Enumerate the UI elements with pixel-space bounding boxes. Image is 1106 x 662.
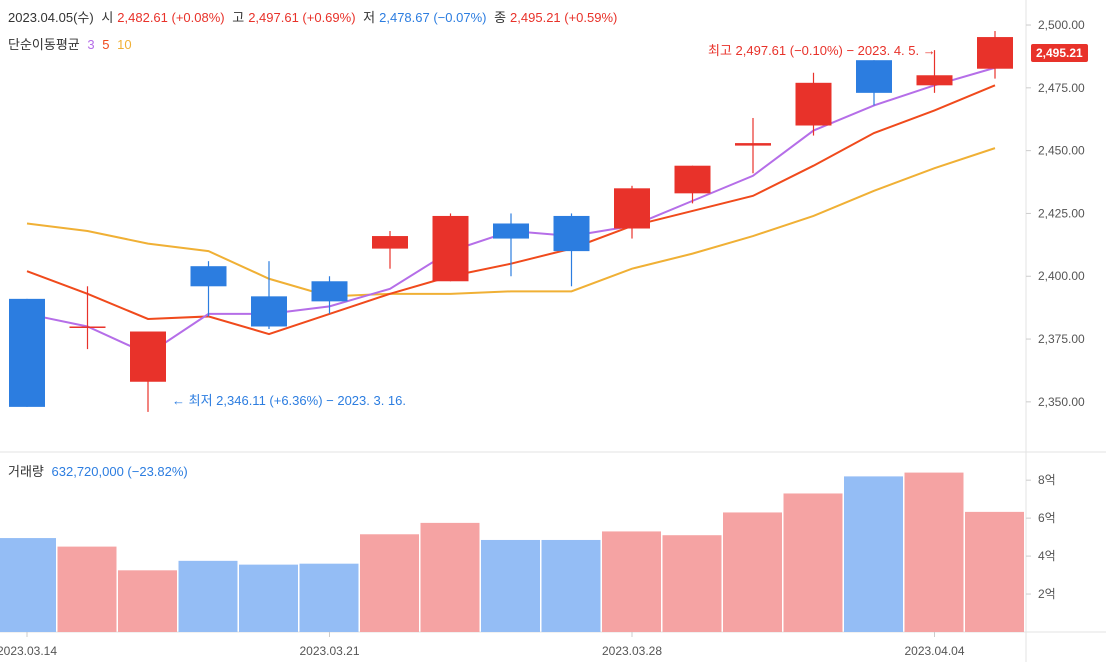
candle-body bbox=[372, 236, 408, 249]
volume-bar bbox=[481, 539, 540, 632]
volume-bar bbox=[541, 539, 601, 632]
candle-body bbox=[856, 60, 892, 93]
candle-body bbox=[977, 37, 1013, 69]
x-tick-label: 2023.03.14 bbox=[0, 644, 57, 658]
low-annotation: ← 최저 2,346.11 (+6.36%) − 2023. 3. 16. bbox=[172, 390, 406, 409]
ma3-line bbox=[26, 66, 996, 356]
candle-body bbox=[311, 281, 348, 302]
high-annotation: 최고 2,497.61 (−0.10%) − 2023. 4. 5. → bbox=[708, 40, 936, 59]
ma5-legend: 5 bbox=[102, 37, 110, 52]
volume-legend: 거래량 632,720,000 (−23.82%) bbox=[8, 461, 192, 480]
last-price-tag: 2,495.21 bbox=[1031, 44, 1088, 62]
candle-body bbox=[674, 165, 711, 194]
candles bbox=[9, 31, 1013, 412]
candle-body bbox=[795, 82, 832, 126]
candle-body bbox=[130, 331, 166, 382]
candle-body bbox=[735, 143, 771, 146]
header-date: 2023.04.05(수) bbox=[8, 10, 94, 25]
volume-tick-label: 6억 bbox=[1038, 511, 1056, 525]
ma10-line bbox=[26, 147, 996, 298]
volume-tick-label: 8억 bbox=[1038, 473, 1056, 487]
candle-body bbox=[251, 296, 287, 327]
x-axis: 2023.03.14 2023.03.21 2023.03.28 2023.04.04 bbox=[0, 632, 965, 658]
volume-tick-label: 4억 bbox=[1038, 549, 1056, 563]
close-value: 2,495.21 (+0.59%) bbox=[510, 10, 618, 25]
volume-value: 632,720,000 (−23.82%) bbox=[51, 464, 188, 479]
volume-bar bbox=[602, 531, 661, 632]
price-tick-label: 2,400.00 bbox=[1038, 269, 1085, 283]
candle-body bbox=[553, 215, 590, 252]
open-label: 시 bbox=[101, 10, 114, 25]
volume-bar bbox=[783, 493, 843, 632]
volume-axis: 2억 4억 6억 8억 bbox=[1026, 473, 1056, 601]
volume-bar bbox=[844, 476, 903, 632]
ma-legend-label: 단순이동평균 bbox=[8, 37, 80, 52]
price-axis: 2,350.00 2,375.00 2,400.00 2,425.00 2,450.00… bbox=[1026, 18, 1085, 409]
candle-body bbox=[9, 298, 45, 407]
candle-body bbox=[614, 188, 650, 229]
volume-bar bbox=[0, 538, 56, 632]
volume-bar bbox=[904, 472, 964, 632]
close-label: 종 bbox=[494, 10, 507, 25]
low-annotation-text: 최저 2,346.11 (+6.36%) − 2023. 3. 16. bbox=[188, 393, 407, 408]
price-tick-label: 2,500.00 bbox=[1038, 18, 1085, 32]
x-tick-label: 2023.03.28 bbox=[602, 644, 662, 658]
candle-body bbox=[69, 326, 106, 328]
x-tick-label: 2023.04.04 bbox=[904, 644, 964, 658]
price-tick-label: 2,350.00 bbox=[1038, 395, 1085, 409]
ma-legend: 단순이동평균 3 5 10 bbox=[8, 34, 136, 53]
low-value: 2,478.67 (−0.07%) bbox=[379, 10, 487, 25]
moving-average-lines bbox=[26, 66, 996, 356]
ma3-legend: 3 bbox=[87, 37, 95, 52]
volume-tick-label: 2억 bbox=[1038, 587, 1056, 601]
volume-bar bbox=[723, 512, 782, 632]
price-tick-label: 2,425.00 bbox=[1038, 206, 1085, 220]
candle-body bbox=[190, 266, 227, 287]
volume-bar bbox=[57, 546, 117, 632]
candle-body bbox=[916, 75, 953, 86]
volume-bar bbox=[178, 560, 238, 632]
volume-bar bbox=[239, 564, 298, 632]
price-tick-label: 2,450.00 bbox=[1038, 144, 1085, 158]
right-arrow-icon: → bbox=[922, 43, 936, 58]
candle-body bbox=[432, 215, 469, 282]
high-label: 고 bbox=[232, 10, 245, 25]
ma5-line bbox=[26, 84, 996, 336]
price-tick-label: 2,375.00 bbox=[1038, 332, 1085, 346]
volume-bar bbox=[360, 534, 419, 632]
left-arrow-icon: ← bbox=[172, 393, 185, 408]
x-tick-label: 2023.03.21 bbox=[299, 644, 359, 658]
open-value: 2,482.61 (+0.08%) bbox=[117, 10, 225, 25]
volume-bar bbox=[299, 563, 359, 632]
volume-bar bbox=[965, 511, 1024, 632]
volume-bars bbox=[0, 472, 1024, 632]
price-tick-label: 2,475.00 bbox=[1038, 81, 1085, 95]
volume-bar bbox=[420, 522, 480, 632]
candle-body bbox=[493, 223, 529, 239]
volume-bar bbox=[662, 535, 722, 632]
ma10-legend: 10 bbox=[117, 37, 132, 52]
low-label: 저 bbox=[363, 10, 376, 25]
volume-bar bbox=[118, 570, 177, 632]
high-annotation-text: 최고 2,497.61 (−0.10%) − 2023. 4. 5. bbox=[708, 43, 920, 58]
volume-label: 거래량 bbox=[8, 464, 44, 479]
high-value: 2,497.61 (+0.69%) bbox=[248, 10, 356, 25]
ohlc-header: 2023.04.05(수) 시 2,482.61 (+0.08%) 고 2,497.… bbox=[8, 7, 621, 26]
